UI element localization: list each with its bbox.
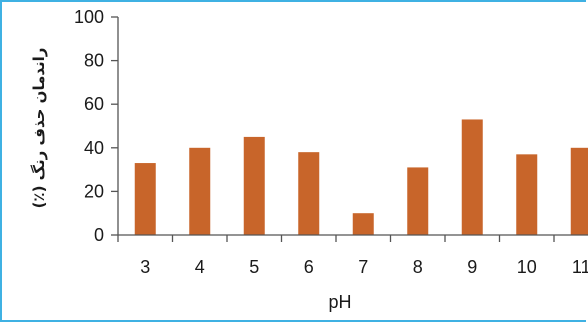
x-tick-labels: 3 4 5 6 7 8 9 10 11 bbox=[140, 257, 588, 277]
y-tick-label-100: 100 bbox=[74, 7, 104, 27]
x-axis-title: pH bbox=[328, 292, 351, 312]
axes-group bbox=[111, 16, 588, 242]
x-tick-label-11: 11 bbox=[572, 257, 588, 277]
x-tick-label-5: 5 bbox=[249, 257, 259, 277]
bars-group bbox=[134, 119, 588, 235]
x-tick-label-3: 3 bbox=[140, 257, 150, 277]
bar-7 bbox=[352, 213, 374, 235]
bar-5 bbox=[243, 136, 265, 235]
y-tick-label-20: 20 bbox=[84, 181, 104, 201]
x-tick-label-6: 6 bbox=[304, 257, 314, 277]
y-tick-label-80: 80 bbox=[84, 51, 104, 71]
x-tick-label-10: 10 bbox=[517, 257, 537, 277]
bar-10 bbox=[516, 154, 538, 235]
bar-8 bbox=[407, 167, 429, 235]
y-tick-label-60: 60 bbox=[84, 94, 104, 114]
bar-4 bbox=[189, 147, 211, 235]
bar-9 bbox=[461, 119, 483, 235]
y-tick-label-40: 40 bbox=[84, 138, 104, 158]
bar-11 bbox=[570, 147, 588, 235]
x-tick-label-9: 9 bbox=[467, 257, 477, 277]
y-tick-label-0: 0 bbox=[94, 225, 104, 245]
y-axis-title: راندمان حذف رنگ (٪) bbox=[30, 48, 48, 209]
y-tick-labels: 0 20 40 60 80 100 bbox=[74, 7, 104, 245]
bar-6 bbox=[298, 152, 320, 235]
bar-3 bbox=[134, 163, 156, 235]
x-tick-label-4: 4 bbox=[195, 257, 205, 277]
x-tick-label-7: 7 bbox=[358, 257, 368, 277]
x-tick-label-8: 8 bbox=[413, 257, 423, 277]
